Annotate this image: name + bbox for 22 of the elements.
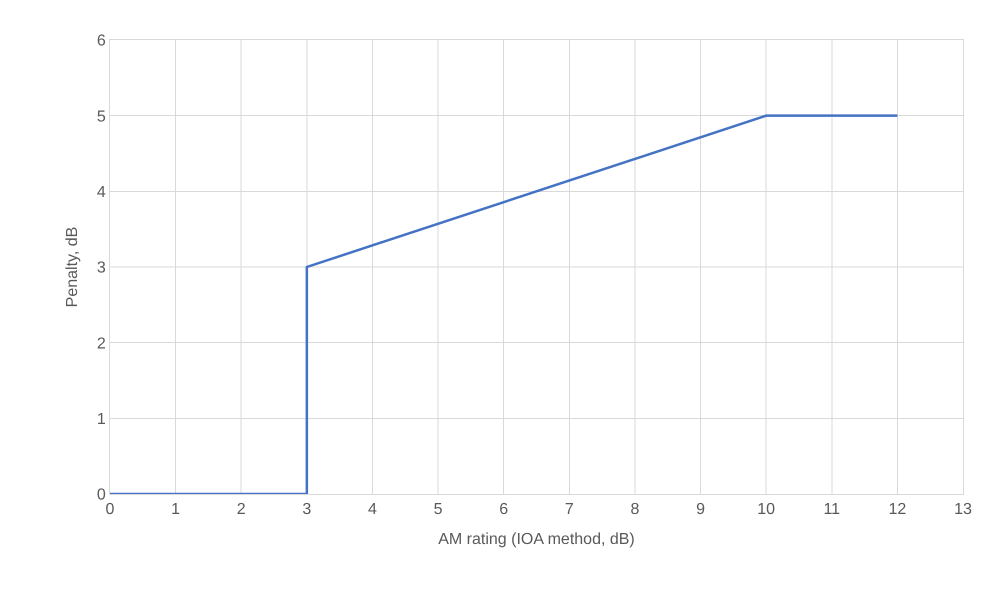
x-tick-label: 10 (757, 501, 776, 518)
y-tick-label: 1 (96, 410, 106, 428)
y-tick-label: 4 (96, 184, 106, 201)
y-tick-label: 6 (96, 32, 106, 50)
y-tick-label: 2 (96, 335, 106, 352)
y-tick-label: 3 (96, 260, 106, 277)
x-tick-label: 2 (236, 501, 246, 518)
x-tick-label: 1 (171, 501, 180, 518)
x-axis-title: AM rating (IOA method, dB) (438, 530, 635, 548)
x-tick-label: 8 (630, 501, 640, 518)
x-tick-label: 3 (302, 501, 312, 518)
x-tick-label: 6 (499, 501, 508, 518)
x-tick-label: 13 (954, 501, 972, 518)
x-tick-label: 9 (696, 501, 706, 518)
x-tick-label: 7 (564, 501, 574, 518)
y-tick-label: 5 (96, 108, 106, 126)
x-tick-label: 11 (823, 501, 840, 518)
x-tick-label: 12 (888, 501, 906, 518)
y-tick-label: 0 (96, 486, 106, 504)
y-axis-title: Penalty, dB (64, 226, 81, 308)
x-tick-label: 4 (368, 501, 378, 518)
x-tick-label: 5 (434, 501, 443, 518)
